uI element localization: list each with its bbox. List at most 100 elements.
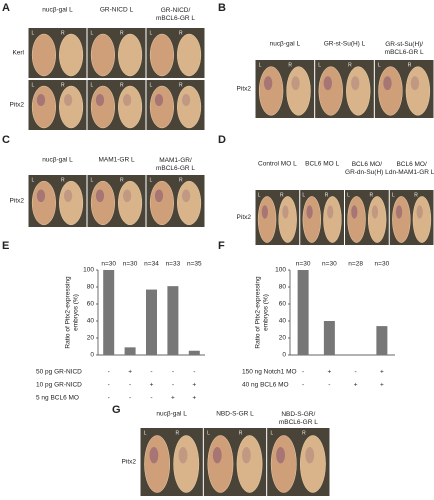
- row-label: Pitx2: [10, 102, 25, 109]
- embryo-side: R: [120, 30, 124, 36]
- treatment-mark: +: [192, 382, 196, 389]
- stain: [410, 76, 420, 91]
- stain: [122, 189, 132, 203]
- treatment-mark: +: [380, 382, 384, 389]
- treatment-mark: +: [128, 369, 132, 376]
- y-tick-label: 80: [279, 284, 287, 291]
- y-tick-label: 20: [279, 335, 287, 342]
- stain: [63, 189, 73, 203]
- embryo: [31, 85, 56, 129]
- y-axis-label: Ratio of Pitx2-expressing: [255, 276, 262, 349]
- stain: [416, 205, 423, 219]
- bar: [297, 270, 309, 355]
- embryo-side: L: [259, 62, 262, 68]
- embryo-side: R: [61, 30, 65, 36]
- embryo-side: R: [325, 192, 329, 198]
- y-tick-label: 100: [275, 267, 286, 274]
- treatment-mark: +: [171, 395, 175, 402]
- embryo: [207, 435, 234, 493]
- y-tick-label: 60: [279, 301, 287, 308]
- column-title: Control MO L: [258, 161, 297, 168]
- stain: [261, 205, 268, 219]
- treatment-label: 150 ng Notch1 MO: [242, 369, 297, 376]
- embryo-side: L: [392, 192, 395, 198]
- column-title: GR-NICD L: [100, 7, 134, 14]
- stain: [149, 447, 159, 464]
- embryo-side: R: [61, 177, 65, 183]
- embryo: [149, 33, 174, 77]
- treatment-mark: -: [150, 395, 152, 402]
- column-title: BCL6 MO L: [305, 161, 339, 168]
- bar: [376, 326, 388, 355]
- treatment-mark: +: [150, 382, 154, 389]
- y-tick-label: 0: [90, 352, 94, 359]
- treatment-mark: -: [108, 369, 110, 376]
- embryo-side: L: [258, 192, 261, 198]
- embryo: [149, 85, 174, 129]
- column-title-line: NBD-S-GR/: [281, 411, 315, 418]
- stain: [212, 447, 222, 464]
- embryo-side: L: [318, 62, 321, 68]
- embryo-side: L: [32, 82, 35, 88]
- column-title: GR-st-Su(H) L: [324, 41, 366, 48]
- column-title-line: GR-NICD/: [161, 7, 191, 14]
- treatment-mark: -: [355, 369, 357, 376]
- y-tick-label: 60: [87, 301, 95, 308]
- treatment-mark: -: [193, 369, 195, 376]
- embryo: [59, 33, 84, 77]
- bar: [188, 350, 200, 355]
- stain: [241, 447, 251, 464]
- treatment-mark: -: [129, 395, 131, 402]
- embryo: [177, 33, 202, 77]
- treatment-mark: +: [354, 382, 358, 389]
- treatment-mark: -: [302, 382, 304, 389]
- embryo: [318, 66, 343, 116]
- treatment-mark: -: [172, 369, 174, 376]
- embryo: [173, 435, 200, 493]
- embryo-side: L: [150, 177, 153, 183]
- embryo-side: R: [175, 430, 179, 436]
- embryo-side: L: [302, 192, 305, 198]
- embryo-side: L: [91, 82, 94, 88]
- embryo: [118, 180, 143, 226]
- embryo-side: R: [370, 192, 374, 198]
- column-title: BCL6 MO/dn-MAM1-GR L: [389, 161, 434, 176]
- embryo: [90, 85, 115, 129]
- column-title: nucβ-gal L: [42, 157, 73, 164]
- column-title: BCL6 MO/GR-dn-Su(H) L: [345, 161, 389, 176]
- column-title: nucβ-gal L: [270, 41, 301, 48]
- embryo-side: R: [348, 62, 352, 68]
- treatment-mark: +: [192, 395, 196, 402]
- stain: [181, 94, 191, 106]
- y-axis-label: Ratio of Pitx2-expressing: [65, 276, 72, 349]
- embryo-side: R: [408, 62, 412, 68]
- stain: [263, 76, 273, 91]
- column-title-line: mBCL6-GR L: [156, 165, 195, 172]
- embryo-side: L: [91, 177, 94, 183]
- embryo-side: L: [32, 30, 35, 36]
- stain: [95, 189, 105, 203]
- embryo: [118, 85, 143, 129]
- embryo-side: L: [150, 30, 153, 36]
- column-title: nucβ-gal L: [42, 7, 73, 14]
- column-title-line: BCL6 MO/: [396, 161, 427, 168]
- n-label: n=33: [166, 261, 181, 268]
- bar: [323, 321, 335, 355]
- embryo-side: L: [270, 430, 273, 436]
- embryo-side: R: [414, 192, 418, 198]
- column-title: GR-NICD/mBCL6-GR L: [156, 7, 195, 22]
- treatment-mark: -: [108, 395, 110, 402]
- row-label: Pitx2: [237, 214, 252, 221]
- treatment-mark: -: [328, 382, 330, 389]
- treatment-label: 5 ng BCL6 MO: [36, 395, 79, 402]
- y-axis-label: embryos (%): [263, 294, 270, 331]
- stain: [276, 447, 286, 464]
- embryo-side: R: [239, 430, 243, 436]
- column-title-line: GR-dn-Su(H) L: [345, 169, 389, 176]
- y-tick-label: 40: [87, 318, 95, 325]
- stain: [327, 205, 334, 219]
- embryo: [258, 66, 284, 116]
- column-title-line: mBCL6-GR L: [279, 419, 318, 426]
- embryo: [59, 180, 84, 226]
- treatment-mark: +: [380, 369, 384, 376]
